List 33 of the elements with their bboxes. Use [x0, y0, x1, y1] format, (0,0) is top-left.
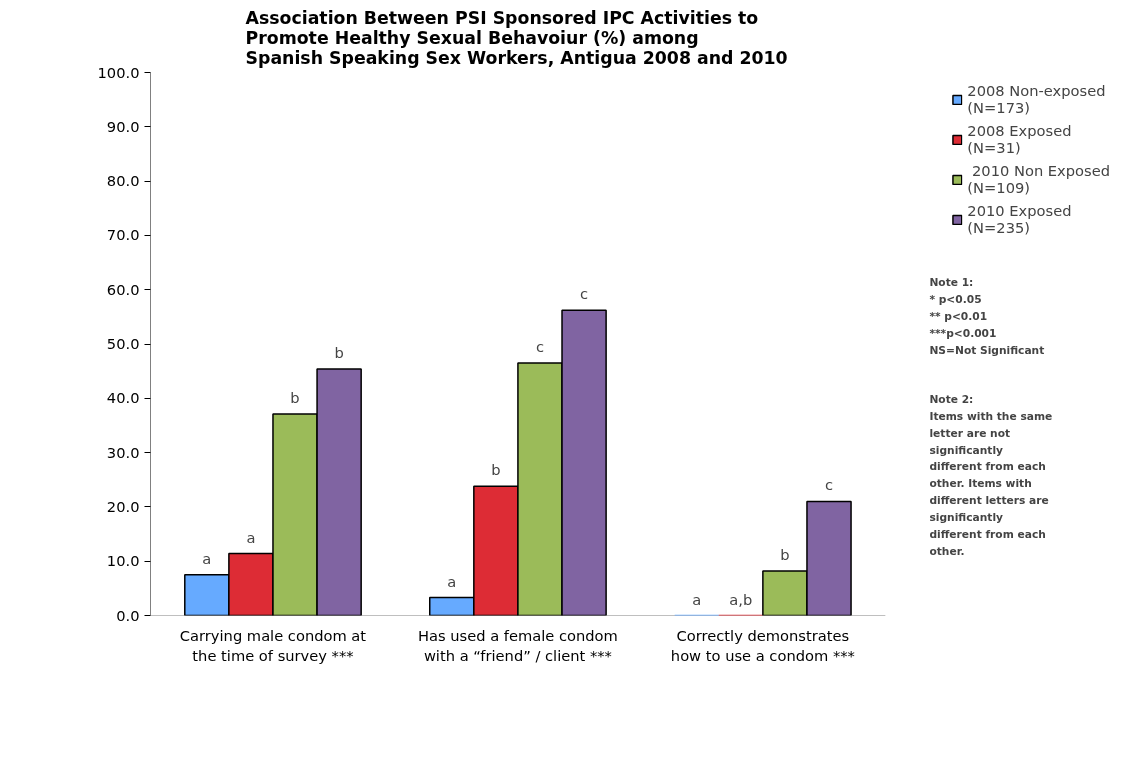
data-label: a [202, 549, 212, 567]
y-tick-label: 60.0 [106, 280, 140, 298]
data-label: c [824, 476, 834, 494]
legend-label: 2008 Exposed (N=31) [967, 122, 1072, 156]
data-label: b [491, 461, 501, 479]
y-tick-label: 30.0 [106, 443, 140, 461]
x-tick-label: Carrying male condom at the time of survey *** [179, 626, 367, 664]
text: Note 1: * p<0.05 ** p<0.01 ***p<0.001 NS=Not Significant [929, 276, 1045, 357]
text: Note 2: Items with the same letter are not significantly different from each other. Items with different letters are significantly different from each other. [929, 392, 1053, 558]
legend-label: 2010 Non Exposed (N=109) [967, 162, 1110, 196]
y-tick-label: 80.0 [106, 172, 140, 190]
data-label: a [692, 590, 702, 608]
y-tick-label: 100.0 [97, 63, 140, 81]
data-label: c [535, 338, 544, 356]
chart-title: Association Between PSI Sponsored IPC Activities to Promote Healthy Sexual Behavoiur (%) among Spanish Speaking Sex Workers, Antigua 2008 and 2010 [245, 7, 788, 68]
legend-label: 2010 Exposed (N=235) [967, 202, 1072, 236]
y-tick-label: 70.0 [106, 226, 140, 244]
data-label: b [290, 389, 300, 407]
y-tick-label: 90.0 [106, 117, 140, 135]
data-label: b [780, 545, 790, 563]
legend-label: 2008 Non-exposed (N=173) [967, 82, 1106, 116]
y-tick-label: 40.0 [106, 389, 140, 407]
y-tick-label: 50.0 [106, 335, 140, 352]
x-tick-label: Has used a female condom with a “friend” / client *** [417, 626, 618, 664]
x-tick-label: Correctly demonstrates how to use a condom *** [670, 626, 855, 664]
y-tick-label: 20.0 [106, 497, 140, 515]
data-label: a [246, 528, 256, 546]
y-tick-label: 10.0 [106, 552, 140, 570]
data-label: c [580, 285, 589, 303]
y-tick-label: 0.0 [116, 606, 140, 624]
data-label: b [334, 343, 344, 361]
data-label: a [447, 572, 457, 590]
data-label: a,b [729, 590, 753, 608]
